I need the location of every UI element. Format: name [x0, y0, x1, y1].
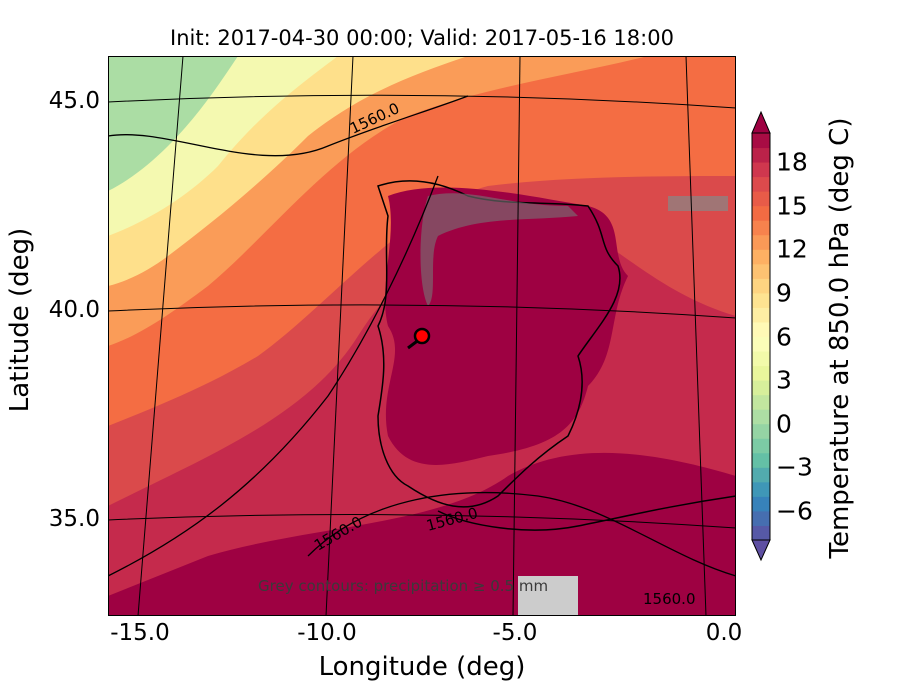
colorbar-segment	[752, 438, 770, 454]
precip-area-south	[518, 576, 578, 616]
colorbar-segment	[752, 525, 770, 541]
x-tick: -15.0	[110, 620, 170, 646]
coastline	[377, 180, 621, 508]
map-plot: 1560.0 1560.0 1560.0 1560.0	[108, 56, 736, 616]
colorbar-tick: 0	[776, 409, 792, 439]
precip-area-east	[668, 196, 728, 211]
colorbar-segment	[752, 292, 770, 308]
colorbar-segment	[752, 452, 770, 468]
colorbar-segment	[752, 467, 770, 483]
y-tick: 40.0	[48, 297, 100, 323]
colorbar-segment	[752, 307, 770, 323]
colorbar-extend-max	[751, 110, 771, 134]
colorbar-extend-min	[751, 539, 771, 562]
colorbar-segment	[752, 365, 770, 381]
colorbar-segment	[752, 278, 770, 294]
colorbar-segment	[752, 394, 770, 410]
x-tick: -5.0	[492, 620, 538, 646]
colorbar-segment	[752, 147, 770, 163]
iberia-hot	[385, 187, 628, 465]
colorbar-tick: 18	[776, 147, 808, 177]
x-tick: 0.0	[705, 620, 743, 646]
colorbar-segment	[752, 234, 770, 250]
colorbar-segment	[752, 133, 770, 149]
y-tick: 45.0	[48, 88, 100, 114]
colorbar-segment	[752, 481, 770, 497]
colorbar-segment	[752, 380, 770, 396]
contour-label: 1560.0	[643, 590, 696, 608]
colorbar-segment	[752, 176, 770, 192]
x-axis-label: Longitude (deg)	[318, 652, 526, 682]
graticule	[108, 56, 736, 616]
colorbar-segment	[752, 351, 770, 367]
precip-area	[420, 193, 578, 306]
colorbar-segment	[752, 263, 770, 279]
colorbar-tick: 3	[776, 365, 792, 395]
colorbar-segment	[752, 205, 770, 221]
y-tick: 35.0	[48, 506, 100, 532]
colorbar-tick: 9	[776, 278, 792, 308]
colorbar-segment	[752, 249, 770, 265]
colorbar-tick: 15	[776, 191, 808, 221]
africa-coast	[437, 495, 736, 531]
colorbar	[751, 110, 771, 562]
colorbar-tick: 6	[776, 322, 792, 351]
precipitation-note: Grey contours: precipitation ≥ 0.5 mm	[258, 577, 549, 595]
colorbar-segment	[752, 496, 770, 512]
colorbar-label: Temperature at 850.0 hPa (deg C)	[825, 117, 855, 559]
colorbar-segment	[752, 510, 770, 526]
colorbar-tick: 12	[776, 234, 808, 264]
plot-title: Init: 2017-04-30 00:00; Valid: 2017-05-1…	[170, 26, 674, 50]
colorbar-segment	[752, 409, 770, 425]
colorbar-segment	[752, 423, 770, 439]
colorbar-frame	[751, 132, 771, 541]
colorbar-segment	[752, 220, 770, 236]
colorbar-tick: −3	[776, 452, 813, 482]
colorbar-segment	[752, 191, 770, 207]
colorbar-segment	[752, 321, 770, 337]
y-axis-label: Latitude (deg)	[5, 227, 35, 413]
colorbar-segment	[752, 336, 770, 352]
field-green	[108, 56, 238, 191]
x-tick: -10.0	[297, 620, 357, 646]
location-marker	[413, 327, 431, 345]
colorbar-segment	[752, 162, 770, 178]
colorbar-tick: −6	[776, 496, 813, 526]
height-contours	[108, 95, 736, 577]
